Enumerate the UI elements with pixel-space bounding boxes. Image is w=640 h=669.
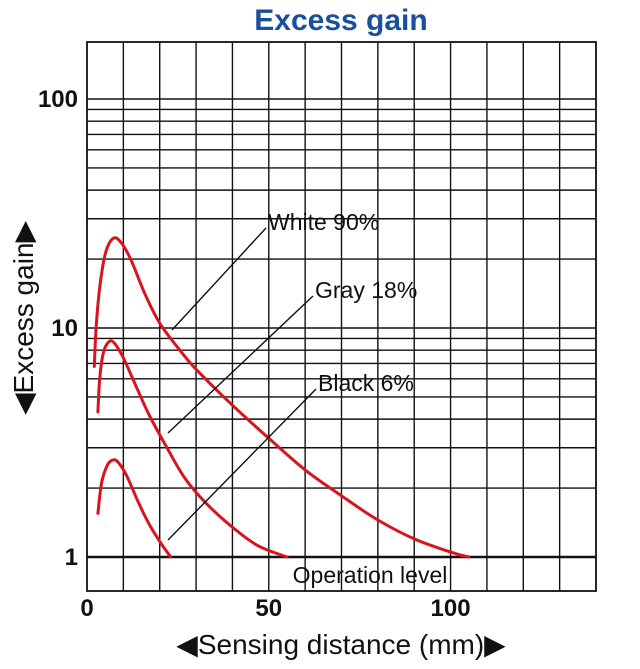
x-tick-label: 100 (431, 595, 471, 622)
chart-title: Excess gain (254, 4, 427, 37)
annotation-leaders: White 90% Gray 18% Black 6% (167, 209, 417, 541)
series-label-1: Gray 18% (315, 277, 417, 303)
series-label-0: White 90% (268, 209, 379, 235)
y-tick-label: 10 (51, 315, 78, 342)
series-line-2 (96, 458, 173, 559)
y-tick-label: 1 (65, 544, 78, 571)
operation-level-label: Operation level (293, 562, 448, 588)
x-axis-label: ◀Sensing distance (mm)▶ (176, 629, 506, 660)
series-line-1 (96, 339, 289, 559)
leader-line-1 (167, 295, 314, 434)
series-label-2: Black 6% (318, 370, 414, 396)
grid (87, 42, 596, 591)
series-line-0 (92, 236, 471, 559)
leader-line-0 (171, 227, 267, 331)
curves (92, 236, 471, 559)
x-tick-label: 0 (80, 595, 93, 622)
y-tick-labels: 1 10 100 (38, 86, 78, 571)
x-tick-labels: 0 50 100 (80, 595, 470, 622)
leader-line-2 (167, 388, 317, 541)
y-axis-label: ◀Excess gain▶ (8, 221, 39, 415)
y-tick-label: 100 (38, 86, 78, 113)
plot-frame (86, 41, 597, 592)
x-tick-label: 50 (255, 595, 282, 622)
